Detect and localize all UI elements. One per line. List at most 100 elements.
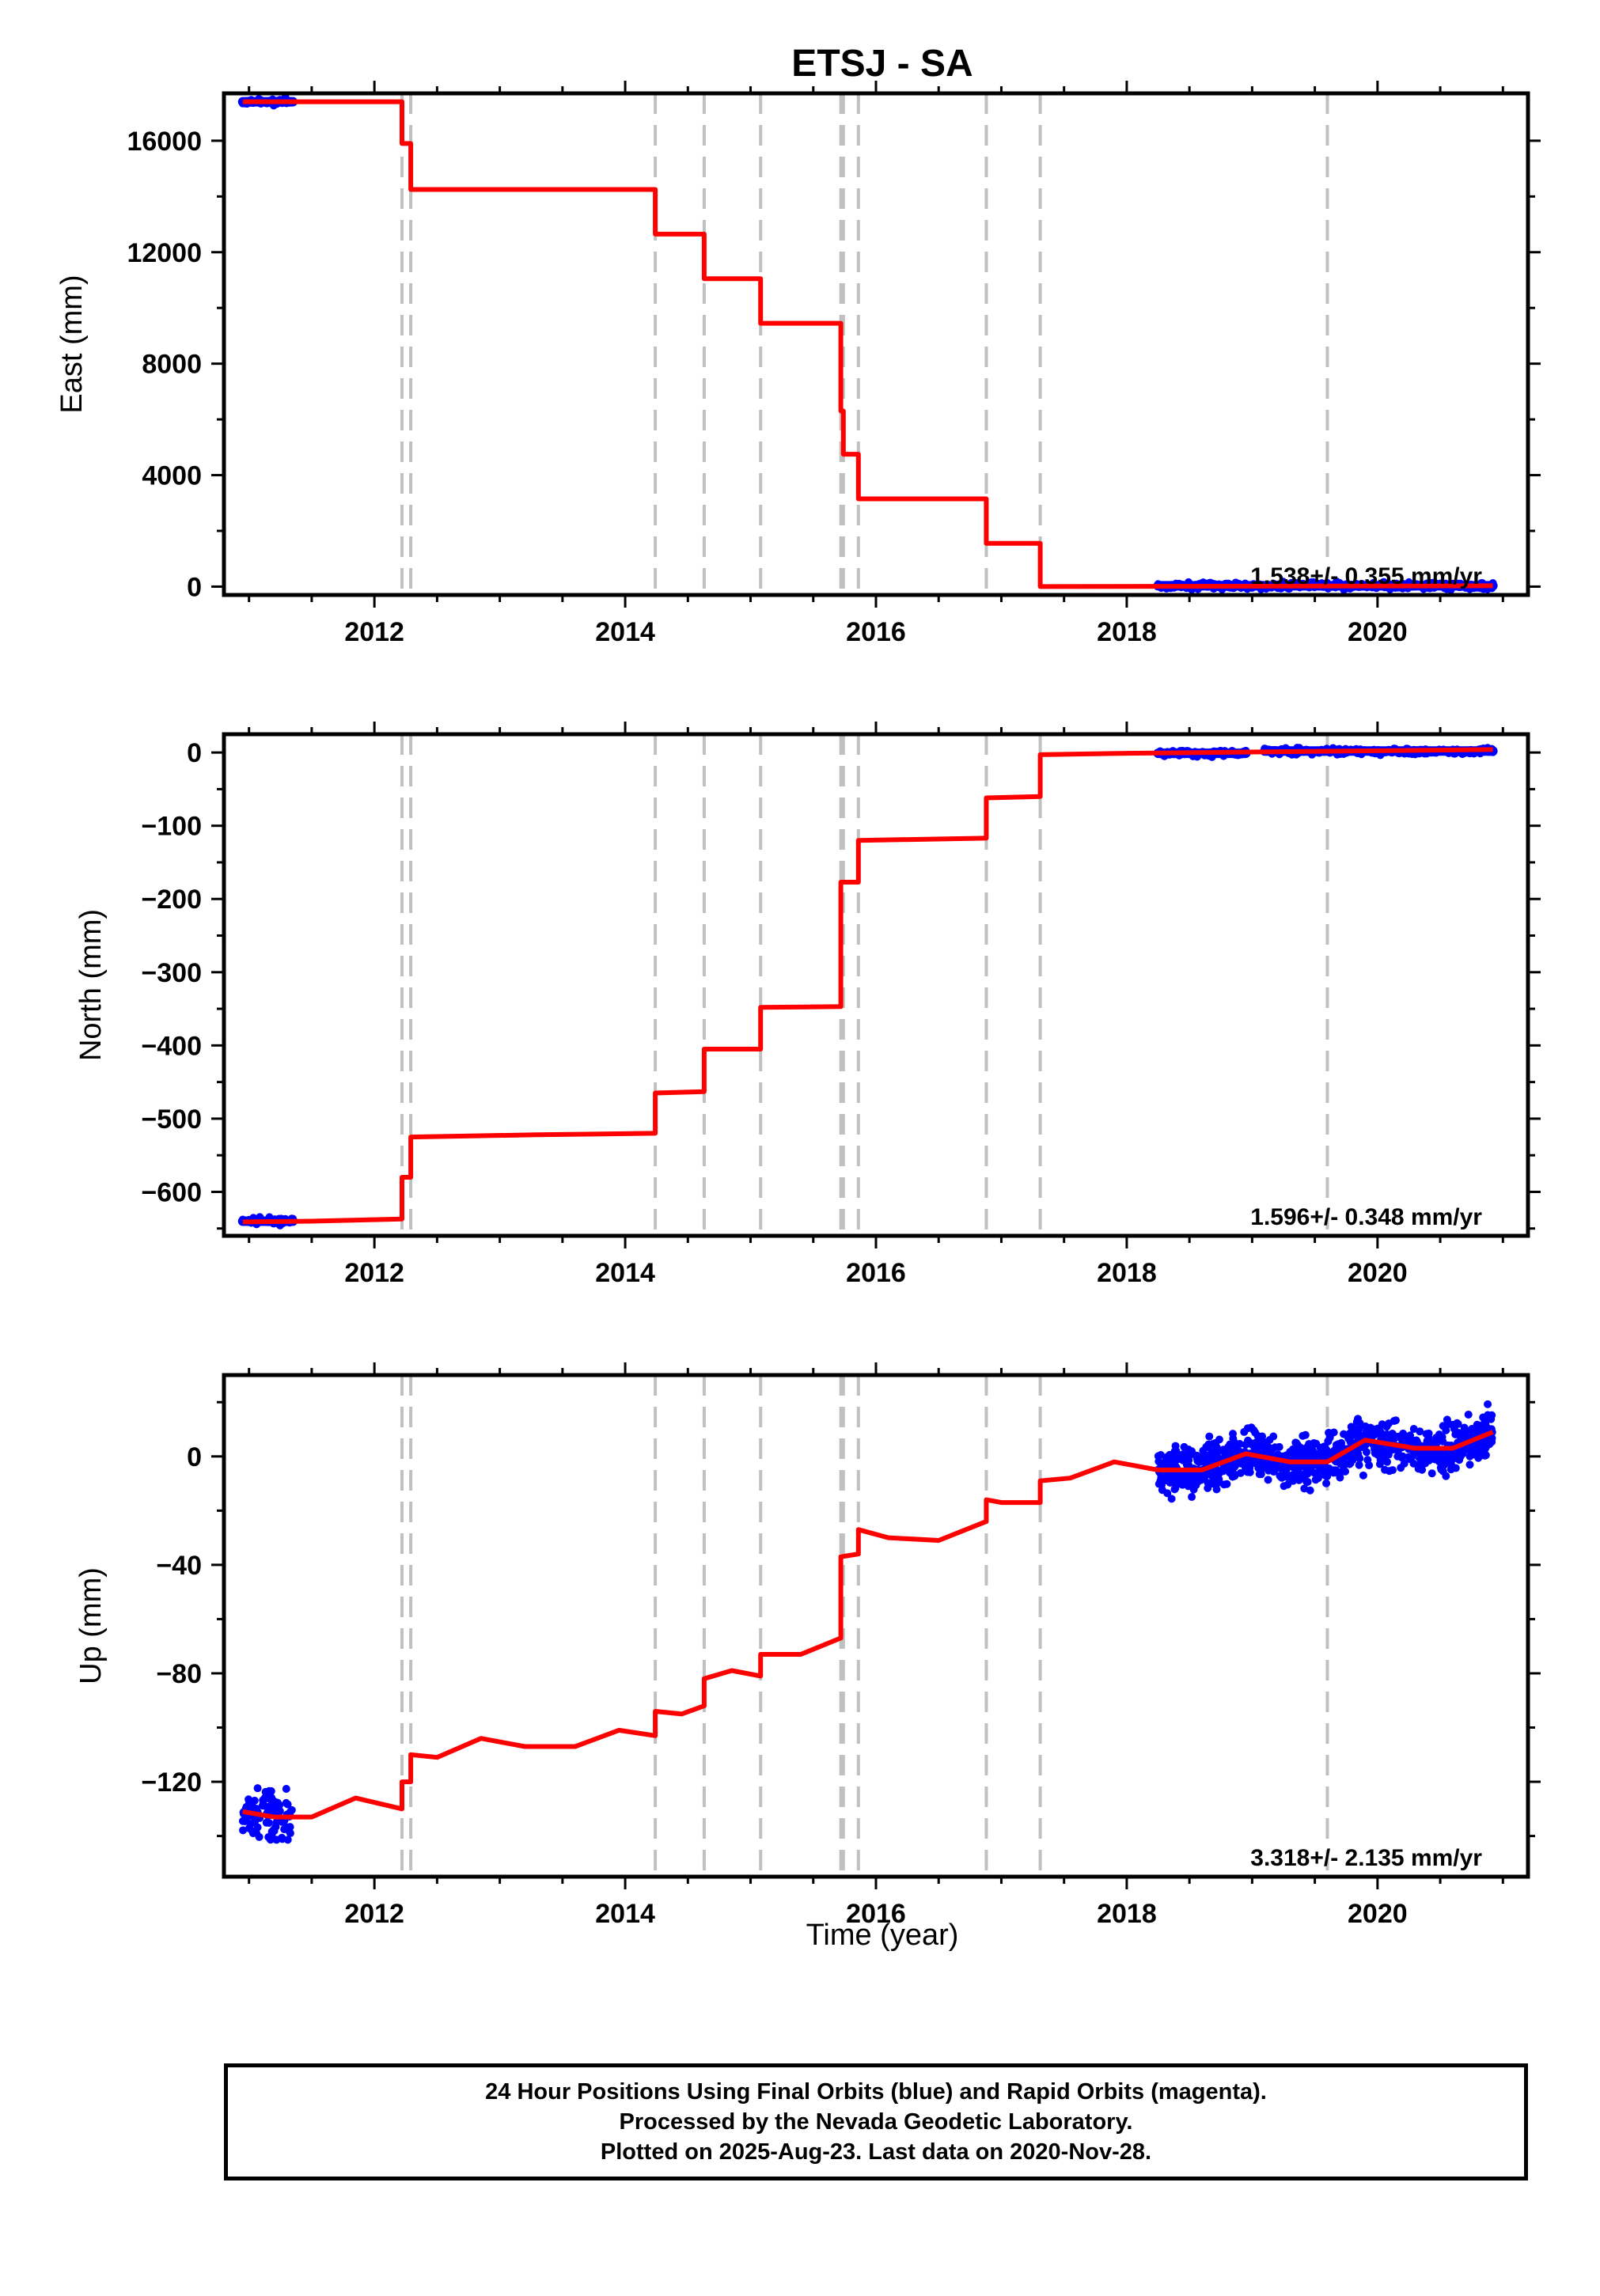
observation-point xyxy=(1348,1424,1356,1433)
plot-frame xyxy=(222,91,1530,597)
observation-point xyxy=(1291,1465,1300,1474)
plot-frame xyxy=(222,732,1530,1238)
observation-point xyxy=(1193,1457,1202,1465)
x-tick-label: 2014 xyxy=(595,617,655,647)
y-tick-label: −80 xyxy=(156,1659,202,1689)
observation-point xyxy=(1205,1451,1214,1460)
observation-point xyxy=(1155,1480,1163,1488)
observation-point xyxy=(1243,1424,1252,1433)
footer-line-3: Plotted on 2025-Aug-23. Last data on 202… xyxy=(600,2139,1152,2165)
observation-point xyxy=(1359,1471,1367,1480)
observation-point xyxy=(1166,1478,1174,1487)
observation-point xyxy=(1484,1438,1493,1447)
observation-point xyxy=(1204,1440,1213,1449)
observation-point xyxy=(1267,1446,1276,1455)
observation-point xyxy=(1330,1466,1339,1475)
x-tick-label: 2020 xyxy=(1348,1258,1408,1288)
observation-point xyxy=(287,1805,296,1814)
rate-label: 1.596+/- 0.348 mm/yr xyxy=(1250,1204,1482,1230)
x-tick-label: 2020 xyxy=(1348,1899,1408,1929)
observation-point xyxy=(1362,1448,1371,1457)
observation-point xyxy=(1186,1449,1195,1457)
observation-point xyxy=(1346,1433,1355,1442)
observation-point xyxy=(1245,1460,1254,1468)
observation-point xyxy=(1424,1429,1433,1438)
observation-point xyxy=(1258,1432,1267,1441)
observation-point xyxy=(1427,1469,1436,1478)
observation-point xyxy=(1306,1452,1315,1461)
observation-point xyxy=(282,1784,290,1793)
observation-point xyxy=(1189,1476,1197,1485)
observation-point xyxy=(1324,1437,1333,1445)
observation-point xyxy=(1198,1475,1207,1483)
observation-point xyxy=(1374,1424,1382,1433)
observation-point xyxy=(1481,1451,1489,1460)
rate-label: 3.318+/- 2.135 mm/yr xyxy=(1250,1845,1482,1871)
x-tick-label: 2018 xyxy=(1097,1258,1157,1288)
observation-point xyxy=(1269,1432,1278,1441)
observation-point xyxy=(267,1786,275,1795)
observation-point xyxy=(1465,1461,1474,1469)
x-tick-label: 2012 xyxy=(344,1258,404,1288)
observation-point xyxy=(1176,1473,1185,1482)
observation-point xyxy=(1382,1457,1391,1466)
observation-point xyxy=(1226,1440,1234,1449)
observations xyxy=(237,744,1498,1229)
observation-point xyxy=(1264,1476,1272,1484)
y-tick-label: −500 xyxy=(141,1104,202,1135)
observation-point xyxy=(1378,1432,1387,1441)
observation-point xyxy=(267,1832,276,1841)
observation-point xyxy=(1310,1468,1318,1477)
observation-point xyxy=(1355,1461,1363,1469)
observation-point xyxy=(245,1798,253,1806)
observation-point xyxy=(1310,1439,1318,1448)
y-tick-label: −120 xyxy=(141,1767,202,1798)
observation-point xyxy=(1300,1484,1309,1493)
x-tick-label: 2018 xyxy=(1097,617,1157,647)
observation-point xyxy=(282,1798,290,1807)
observation-point xyxy=(239,1826,248,1835)
observation-point xyxy=(1204,1470,1212,1479)
y-tick-label: 0 xyxy=(187,738,202,768)
observation-point xyxy=(1432,1436,1441,1445)
panel-3: 2012 2014 2016 2018 2020 −120 −80 −40 0 Up (mm) 3.… xyxy=(74,1362,1541,1929)
model-line xyxy=(242,99,1493,589)
observation-point xyxy=(259,1800,267,1809)
observation-point xyxy=(1322,1479,1331,1487)
x-tick-label: 2016 xyxy=(846,1899,906,1929)
observation-point xyxy=(1229,1462,1238,1471)
y-tick-label: −40 xyxy=(156,1551,202,1581)
observation-point xyxy=(250,1818,259,1827)
observation-point xyxy=(1439,1422,1447,1430)
y-axis-label: East (mm) xyxy=(55,275,89,413)
observation-point xyxy=(1376,1456,1385,1464)
observation-point xyxy=(1223,1480,1231,1488)
observation-point xyxy=(253,1784,262,1793)
y-tick-label: 16000 xyxy=(127,127,202,157)
observation-point xyxy=(1251,1428,1260,1437)
observation-point xyxy=(1174,1455,1183,1464)
observation-point xyxy=(1438,1454,1446,1463)
y-tick-label: 0 xyxy=(187,1442,202,1472)
y-axis-label: Up (mm) xyxy=(74,1567,108,1684)
observation-point xyxy=(1212,1485,1221,1494)
observation-point xyxy=(1276,1472,1285,1481)
observation-point xyxy=(1245,1468,1254,1476)
observation-point xyxy=(1469,1430,1478,1438)
x-tick-label: 2016 xyxy=(846,617,906,647)
observation-point xyxy=(1405,1431,1414,1440)
rate-label: 1.538+/- 0.355 mm/yr xyxy=(1250,563,1482,589)
observation-point xyxy=(1275,1442,1283,1451)
observation-point xyxy=(1474,1421,1483,1430)
observation-point xyxy=(1475,1449,1484,1458)
observation-point xyxy=(1440,1461,1449,1469)
observation-point xyxy=(1297,1443,1306,1452)
observation-point xyxy=(1205,1432,1214,1441)
y-tick-label: −200 xyxy=(141,885,202,915)
observation-point xyxy=(1446,1465,1455,1474)
observation-point xyxy=(242,1816,251,1824)
observation-point xyxy=(1156,1450,1165,1459)
y-tick-label: 8000 xyxy=(142,350,202,380)
observation-point xyxy=(283,1836,292,1844)
